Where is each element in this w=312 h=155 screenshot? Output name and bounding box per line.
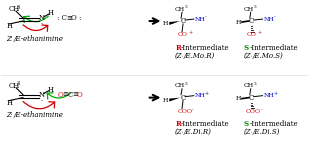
Text: +: +	[189, 30, 193, 35]
Text: NH: NH	[195, 93, 206, 98]
Text: NH: NH	[195, 17, 206, 22]
Text: ..: ..	[41, 20, 44, 25]
Text: -: -	[205, 15, 206, 20]
Text: CO: CO	[247, 32, 257, 37]
Text: +: +	[205, 91, 209, 96]
Text: ≡: ≡	[66, 14, 72, 22]
Text: ⁱ: ⁱ	[182, 131, 183, 136]
Text: (Z: (Z	[175, 51, 183, 59]
Text: C: C	[180, 17, 186, 25]
Text: R: R	[175, 44, 181, 52]
Text: CH: CH	[175, 83, 185, 88]
Text: H: H	[235, 20, 241, 24]
Text: CO: CO	[178, 32, 188, 37]
Text: -: -	[261, 107, 262, 112]
Text: -Intermediate: -Intermediate	[250, 120, 298, 128]
Text: O :: O :	[71, 14, 81, 22]
Text: H: H	[235, 96, 241, 101]
Text: C: C	[180, 94, 186, 102]
Text: H: H	[163, 22, 168, 27]
Text: ...: ...	[168, 96, 174, 101]
Text: S: S	[244, 120, 249, 128]
Text: H: H	[6, 22, 12, 30]
Text: CH: CH	[244, 7, 254, 12]
Text: R: R	[175, 120, 181, 128]
Text: C: C	[249, 17, 254, 25]
Text: -: -	[192, 107, 193, 112]
Text: ⁱ: ⁱ	[11, 113, 12, 118]
Text: 3: 3	[17, 81, 20, 86]
Text: S: S	[244, 44, 249, 52]
Text: /E-ethanimine: /E-ethanimine	[13, 35, 63, 43]
Text: H: H	[47, 86, 54, 94]
Text: CH: CH	[8, 5, 20, 13]
Text: Z: Z	[6, 111, 11, 119]
Polygon shape	[169, 98, 180, 102]
Text: ...: ...	[168, 20, 174, 24]
Text: /E-ethanimine: /E-ethanimine	[13, 111, 63, 119]
Text: H: H	[163, 98, 168, 103]
Text: ≡: ≡	[62, 91, 68, 99]
Text: O: O	[57, 91, 63, 99]
Text: /E.Di.R): /E.Di.R)	[184, 128, 212, 136]
Text: ≡: ≡	[72, 91, 78, 99]
FancyArrowPatch shape	[23, 102, 55, 109]
Text: : C: : C	[57, 14, 67, 22]
Text: -Intermediate: -Intermediate	[181, 120, 230, 128]
Text: +: +	[273, 91, 277, 96]
Text: (Z: (Z	[244, 128, 251, 136]
Text: /E.Di.S): /E.Di.S)	[253, 128, 280, 136]
FancyArrowPatch shape	[23, 25, 48, 31]
Text: H: H	[6, 99, 12, 106]
Text: 3: 3	[17, 5, 20, 10]
Text: 3: 3	[185, 82, 187, 86]
FancyArrowPatch shape	[47, 93, 71, 99]
Text: 3: 3	[185, 5, 187, 9]
Text: N: N	[39, 91, 45, 99]
Text: COO: COO	[177, 109, 192, 114]
Text: -Intermediate: -Intermediate	[181, 44, 230, 52]
Text: C: C	[249, 94, 254, 102]
FancyArrowPatch shape	[24, 16, 48, 22]
Text: ..: ..	[41, 97, 44, 102]
Text: H: H	[47, 9, 54, 17]
Text: ⁱ: ⁱ	[251, 131, 252, 136]
Text: CH: CH	[175, 7, 185, 12]
Text: -: -	[273, 15, 275, 20]
Text: Z: Z	[6, 35, 11, 43]
Text: (Z: (Z	[175, 128, 183, 136]
Text: (Z: (Z	[244, 51, 251, 59]
Text: 3: 3	[253, 82, 256, 86]
Text: /E.Mo.R): /E.Mo.R)	[184, 51, 215, 59]
Text: NH: NH	[264, 93, 274, 98]
Text: ⁱ: ⁱ	[11, 36, 12, 41]
Text: NH: NH	[264, 17, 274, 22]
Polygon shape	[169, 21, 180, 25]
Text: +: +	[258, 30, 262, 35]
Text: CH: CH	[8, 82, 20, 90]
Text: CH: CH	[244, 83, 254, 88]
Text: N: N	[39, 14, 45, 22]
Text: COO: COO	[246, 109, 261, 114]
Text: -Intermediate: -Intermediate	[250, 44, 298, 52]
Text: ⁱ: ⁱ	[251, 55, 252, 60]
Text: 3: 3	[253, 5, 256, 9]
Text: C: C	[67, 91, 72, 99]
Text: O: O	[77, 91, 83, 99]
Text: ⁱ: ⁱ	[182, 55, 183, 60]
Text: /E.Mo.S): /E.Mo.S)	[253, 51, 284, 59]
